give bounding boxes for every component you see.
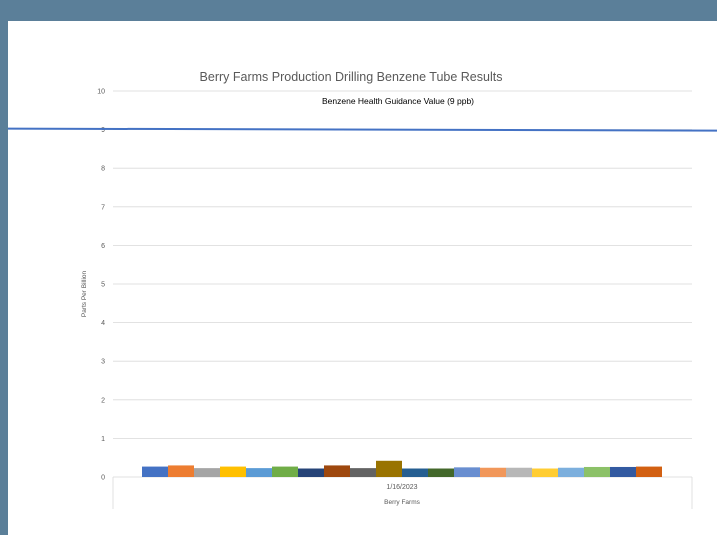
bar — [246, 468, 272, 477]
reference-line-label: Benzene Health Guidance Value (9 ppb) — [322, 96, 474, 106]
bar — [168, 465, 194, 477]
bar — [142, 466, 168, 477]
health-guidance-line — [8, 127, 717, 132]
y-tick-label: 2 — [101, 397, 105, 404]
category-label: 1/16/2023 — [386, 484, 417, 491]
chart-title: Berry Farms Production Drilling Benzene … — [200, 70, 503, 84]
chart-frame: 0 1 2 3 4 5 6 7 8 9 10 Berry Farms Production Dril… — [8, 21, 717, 535]
y-tick-label: 10 — [97, 89, 105, 96]
y-tick-label: 1 — [101, 436, 105, 443]
y-tick-label: 4 — [101, 320, 105, 327]
y-axis-title: Parts Per Billion — [81, 271, 88, 318]
bar — [350, 468, 376, 477]
bar — [220, 466, 246, 477]
y-tick-label: 9 — [101, 127, 105, 134]
bar — [584, 466, 610, 477]
benzene-chart: 0 1 2 3 4 5 6 7 8 9 10 Berry Farms Production Dril… — [8, 70, 717, 509]
bar — [506, 467, 532, 477]
bar — [636, 466, 662, 477]
bar — [194, 468, 220, 477]
y-tick-label: 5 — [101, 282, 105, 289]
bar — [454, 467, 480, 477]
bar — [532, 468, 558, 477]
x-axis-title: Berry Farms — [384, 499, 421, 506]
bar — [610, 466, 636, 477]
category-axis-box — [112, 477, 693, 509]
bar — [428, 468, 454, 477]
y-tick-label: 3 — [101, 359, 105, 366]
bar — [480, 467, 506, 477]
y-tick-label: 8 — [101, 166, 105, 173]
bar — [402, 468, 428, 477]
y-tick-label: 0 — [101, 475, 105, 482]
bar — [324, 465, 350, 477]
y-tick-label: 7 — [101, 204, 105, 211]
y-tick-labels: 0 1 2 3 4 5 6 7 8 9 10 — [97, 89, 105, 482]
bar — [272, 466, 298, 477]
bar — [558, 467, 584, 477]
y-tick-label: 6 — [101, 243, 105, 250]
gridlines — [113, 90, 692, 478]
bar — [376, 460, 402, 477]
bars — [142, 460, 662, 477]
bar — [298, 468, 324, 477]
